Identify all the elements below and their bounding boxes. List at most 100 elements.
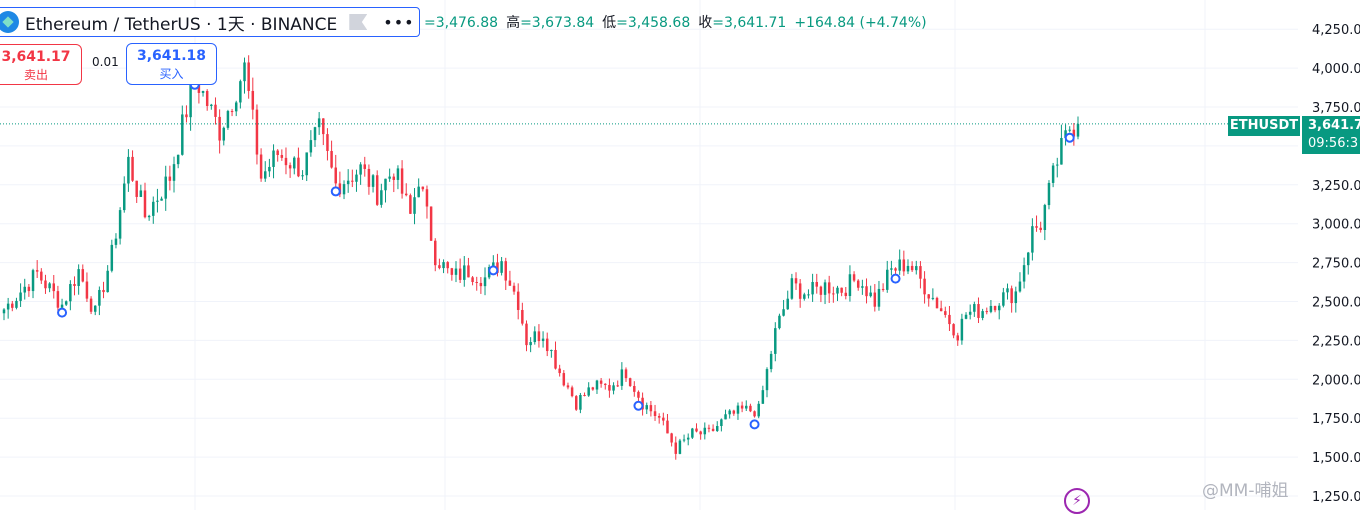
candle-body bbox=[446, 262, 449, 269]
candle-body bbox=[317, 118, 321, 128]
candle-body bbox=[48, 283, 51, 289]
symbol-header[interactable]: Ethereum / TetherUS · 1天 · BINANCE ••• bbox=[0, 7, 420, 37]
candle-body bbox=[960, 318, 964, 341]
candle-body bbox=[782, 309, 785, 316]
candle-body bbox=[201, 90, 205, 93]
candle-body bbox=[827, 282, 831, 294]
candle-body bbox=[1026, 252, 1030, 266]
buy-price: 3,641.18 bbox=[136, 48, 207, 64]
candle-body bbox=[653, 411, 657, 417]
candle-body bbox=[429, 206, 433, 241]
candle-body bbox=[127, 156, 130, 184]
candle-body bbox=[293, 157, 296, 169]
candle-body bbox=[168, 176, 172, 181]
candle-body bbox=[894, 268, 897, 271]
candle-body bbox=[985, 311, 989, 313]
watermark: @MM-哺姐 bbox=[1202, 481, 1289, 501]
candle-body bbox=[919, 266, 922, 279]
candle-body bbox=[454, 268, 458, 275]
candle-body bbox=[243, 62, 246, 82]
candle-body bbox=[81, 269, 85, 282]
close-value: =3,641.71 bbox=[712, 15, 787, 31]
candle-body bbox=[645, 405, 648, 410]
candle-body bbox=[533, 331, 537, 343]
candle-body bbox=[554, 349, 557, 369]
y-tick-label: 4,000.00 bbox=[1312, 62, 1360, 77]
candle-body bbox=[761, 390, 765, 404]
candle-body bbox=[172, 164, 176, 181]
candle-body bbox=[550, 349, 553, 352]
candle-body bbox=[89, 298, 93, 312]
candle-body bbox=[861, 286, 864, 288]
candle-body bbox=[579, 395, 582, 410]
candle-body bbox=[541, 338, 545, 342]
candle-body bbox=[363, 164, 367, 169]
candle-body bbox=[881, 288, 885, 290]
candle-body bbox=[471, 277, 474, 282]
candle-body bbox=[508, 280, 512, 286]
candle-body bbox=[102, 289, 105, 293]
flag-icon[interactable] bbox=[349, 14, 368, 30]
candle-body bbox=[811, 281, 814, 295]
candle-body bbox=[566, 385, 570, 388]
candle-body bbox=[114, 238, 118, 245]
more-dots-icon[interactable]: ••• bbox=[383, 12, 415, 32]
candle-body bbox=[981, 311, 984, 318]
candle-body bbox=[935, 297, 939, 309]
candle-body bbox=[371, 175, 375, 187]
candle-body bbox=[1002, 292, 1005, 306]
buy-button[interactable]: 3,641.18 买入 bbox=[126, 43, 217, 85]
candle-body bbox=[968, 311, 972, 315]
candle-body bbox=[1039, 227, 1042, 231]
candle-body bbox=[276, 150, 279, 156]
candle-body bbox=[778, 315, 781, 329]
candle-body bbox=[715, 426, 719, 431]
candle-body bbox=[388, 176, 391, 179]
candle-body bbox=[305, 152, 308, 176]
candle-body bbox=[434, 240, 437, 266]
candle-body bbox=[60, 304, 64, 308]
candle-body bbox=[583, 395, 586, 397]
candle-body bbox=[931, 297, 935, 299]
candle-body bbox=[711, 428, 715, 431]
event-marker bbox=[633, 400, 644, 411]
candle-body bbox=[467, 265, 470, 278]
candle-body bbox=[774, 328, 777, 354]
candle-body bbox=[674, 442, 678, 454]
candle-body bbox=[1022, 265, 1026, 282]
candle-body bbox=[836, 287, 839, 294]
candle-body bbox=[666, 420, 669, 434]
candle-body bbox=[334, 167, 337, 184]
candle-body bbox=[633, 386, 636, 392]
candle-body bbox=[1014, 291, 1018, 304]
open-value: =3,476.88 bbox=[424, 15, 499, 31]
candle-body bbox=[205, 90, 209, 106]
candle-body bbox=[786, 298, 789, 310]
candle-body bbox=[73, 284, 76, 286]
candle-body bbox=[355, 174, 358, 182]
candle-body bbox=[910, 265, 914, 271]
sell-button[interactable]: 3,641.17 卖出 bbox=[0, 44, 82, 85]
candle-body bbox=[143, 190, 147, 218]
candle-body bbox=[948, 314, 951, 325]
candle-body bbox=[1010, 288, 1013, 304]
candle-body bbox=[819, 286, 823, 295]
candle-body bbox=[649, 405, 653, 412]
event-marker bbox=[488, 265, 499, 276]
candle-body bbox=[346, 180, 350, 185]
candle-body bbox=[1064, 130, 1067, 138]
y-tick-label: 2,000.00 bbox=[1312, 373, 1360, 388]
candle-body bbox=[873, 292, 877, 307]
candle-body bbox=[624, 369, 628, 379]
candle-body bbox=[794, 278, 798, 284]
candle-body bbox=[85, 281, 89, 299]
candle-body bbox=[869, 292, 872, 297]
sell-price: 3,641.17 bbox=[1, 49, 71, 65]
candle-body bbox=[367, 168, 371, 187]
candle-body bbox=[620, 369, 624, 386]
candle-body bbox=[409, 195, 412, 214]
candle-body bbox=[413, 197, 416, 214]
candle-body bbox=[521, 309, 524, 324]
candle-body bbox=[504, 261, 507, 281]
lightning-icon[interactable]: ⚡ bbox=[1064, 488, 1090, 514]
